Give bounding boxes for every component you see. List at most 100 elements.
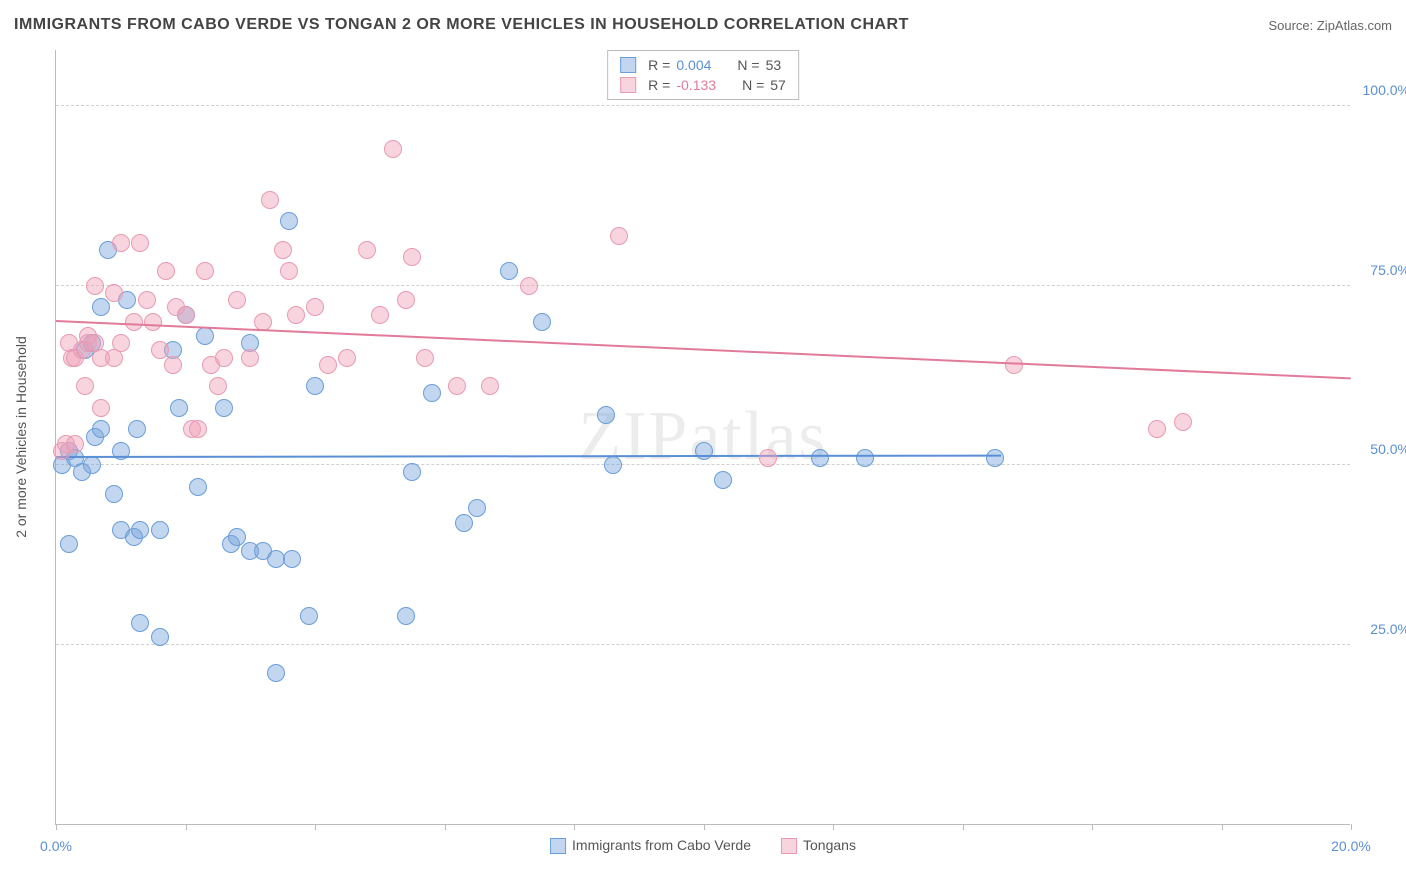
data-point (397, 607, 415, 625)
x-tick (963, 824, 964, 830)
n-label: N = (742, 77, 764, 93)
data-point (66, 435, 84, 453)
data-point (261, 191, 279, 209)
data-point (151, 341, 169, 359)
legend-item: Immigrants from Cabo Verde (550, 837, 751, 854)
data-point (811, 449, 829, 467)
data-point (209, 377, 227, 395)
data-point (384, 140, 402, 158)
data-point (215, 399, 233, 417)
gridline (56, 464, 1350, 465)
data-point (520, 277, 538, 295)
data-point (60, 535, 78, 553)
r-label: R = (648, 57, 670, 73)
data-point (92, 420, 110, 438)
data-point (151, 628, 169, 646)
data-point (228, 291, 246, 309)
data-point (597, 406, 615, 424)
data-point (164, 356, 182, 374)
data-point (481, 377, 499, 395)
data-point (500, 262, 518, 280)
data-point (228, 528, 246, 546)
data-point (856, 449, 874, 467)
data-point (300, 607, 318, 625)
data-point (283, 550, 301, 568)
data-point (274, 241, 292, 259)
y-tick-label: 75.0% (1370, 262, 1406, 278)
data-point (131, 614, 149, 632)
data-point (759, 449, 777, 467)
data-point (189, 478, 207, 496)
legend-label: Tongans (803, 837, 856, 853)
data-point (455, 514, 473, 532)
data-point (177, 306, 195, 324)
legend-swatch (620, 57, 636, 73)
data-point (86, 277, 104, 295)
y-tick-label: 25.0% (1370, 621, 1406, 637)
data-point (215, 349, 233, 367)
data-point (241, 349, 259, 367)
data-point (112, 334, 130, 352)
data-point (83, 456, 101, 474)
r-value: -0.133 (676, 77, 716, 93)
source-attribution: Source: ZipAtlas.com (1268, 18, 1392, 33)
data-point (604, 456, 622, 474)
x-tick (1222, 824, 1223, 830)
data-point (287, 306, 305, 324)
data-point (397, 291, 415, 309)
y-axis-title: 2 or more Vehicles in Household (13, 336, 29, 538)
x-tick (56, 824, 57, 830)
data-point (423, 384, 441, 402)
data-point (170, 399, 188, 417)
r-label: R = (648, 77, 670, 93)
data-point (128, 420, 146, 438)
y-tick-label: 100.0% (1363, 82, 1406, 98)
legend-stats: R = 0.004 N = 53 R = -0.133 N = 57 (607, 50, 799, 100)
scatter-chart: 2 or more Vehicles in Household ZIPatlas… (55, 50, 1350, 825)
data-point (1174, 413, 1192, 431)
data-point (695, 442, 713, 460)
data-point (144, 313, 162, 331)
data-point (1148, 420, 1166, 438)
data-point (76, 377, 94, 395)
r-value: 0.004 (676, 57, 711, 73)
legend-item: Tongans (781, 837, 856, 854)
legend-stat-row: R = -0.133 N = 57 (620, 75, 786, 95)
legend-swatch (781, 838, 797, 854)
chart-title: IMMIGRANTS FROM CABO VERDE VS TONGAN 2 O… (14, 16, 909, 34)
gridline (56, 644, 1350, 645)
x-tick (1351, 824, 1352, 830)
data-point (610, 227, 628, 245)
data-point (986, 449, 1004, 467)
y-tick-label: 50.0% (1370, 441, 1406, 457)
data-point (189, 420, 207, 438)
data-point (280, 262, 298, 280)
x-tick (445, 824, 446, 830)
x-tick-label: 20.0% (1331, 838, 1371, 854)
data-point (280, 212, 298, 230)
n-label: N = (737, 57, 759, 73)
data-point (403, 248, 421, 266)
data-point (468, 499, 486, 517)
data-point (105, 485, 123, 503)
data-point (448, 377, 466, 395)
data-point (714, 471, 732, 489)
x-tick-label: 0.0% (40, 838, 72, 854)
data-point (157, 262, 175, 280)
data-point (112, 234, 130, 252)
legend-swatch (550, 838, 566, 854)
data-point (267, 664, 285, 682)
data-point (403, 463, 421, 481)
x-tick (704, 824, 705, 830)
data-point (196, 327, 214, 345)
legend-label: Immigrants from Cabo Verde (572, 837, 751, 853)
data-point (416, 349, 434, 367)
n-value: 57 (770, 77, 786, 93)
legend-swatch (620, 77, 636, 93)
n-value: 53 (766, 57, 782, 73)
data-point (105, 284, 123, 302)
x-tick (833, 824, 834, 830)
x-tick (186, 824, 187, 830)
legend-stat-row: R = 0.004 N = 53 (620, 55, 786, 75)
data-point (131, 234, 149, 252)
